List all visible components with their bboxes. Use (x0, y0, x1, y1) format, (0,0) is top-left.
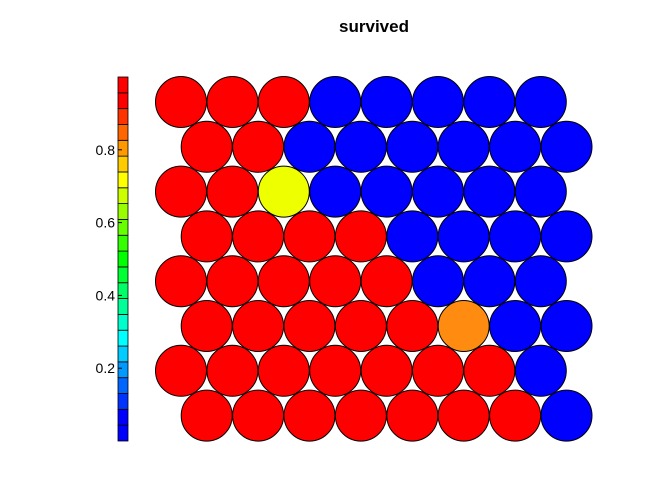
som-cell (514, 76, 567, 128)
colorbar-segment (117, 76, 129, 94)
colorbar-tick-label: 0.6 (96, 215, 116, 231)
som-cell (412, 255, 464, 308)
som-cell (437, 120, 490, 173)
som-cell (232, 389, 285, 442)
som-cell (360, 165, 413, 218)
som-cell (412, 344, 464, 397)
colorbar-segment (117, 313, 129, 331)
som-cell (463, 255, 516, 308)
som-cell (437, 300, 490, 352)
colorbar-segment (117, 329, 129, 347)
som-cell (180, 300, 233, 352)
colorbar (117, 76, 129, 442)
colorbar-ticks: 0.2 0.4 0.6 0.8 (96, 142, 122, 376)
som-cell (334, 210, 387, 263)
som-cell (360, 255, 413, 308)
som-cell (206, 165, 259, 218)
colorbar-segment (117, 203, 129, 220)
colorbar-segment (117, 361, 129, 379)
som-cell (155, 76, 207, 128)
som-cell (309, 76, 362, 128)
som-cell (514, 255, 567, 308)
som-cell (257, 255, 310, 308)
som-cell (386, 389, 439, 442)
colorbar-segment (117, 234, 129, 252)
colorbar-segment (117, 393, 129, 410)
som-cell (463, 165, 516, 218)
colorbar-segment (117, 171, 129, 189)
som-cell (283, 120, 336, 173)
som-cell (155, 165, 207, 218)
som-cell (206, 344, 259, 397)
som-cell (386, 300, 439, 352)
som-cell (540, 300, 593, 352)
colorbar-segment (117, 377, 129, 394)
som-cell (437, 210, 490, 263)
som-cell (283, 210, 336, 263)
som-cell (334, 120, 387, 173)
som-cell (334, 389, 387, 442)
colorbar-segment (117, 92, 129, 110)
som-cell (540, 210, 593, 263)
som-cell (309, 165, 362, 218)
som-cells (155, 76, 593, 442)
som-cell (489, 300, 542, 352)
som-cell (514, 165, 567, 218)
som-cell (334, 300, 387, 352)
colorbar-segment (117, 266, 129, 284)
colorbar-segment (117, 155, 129, 173)
som-cell (386, 120, 439, 173)
som-cell (412, 165, 464, 218)
chart-title: survived (339, 17, 409, 36)
colorbar-segment (117, 282, 129, 299)
som-cell (463, 76, 516, 128)
colorbar-segment (117, 124, 129, 141)
colorbar-segment (117, 408, 129, 426)
som-cell (514, 344, 567, 397)
colorbar-segment (117, 219, 129, 236)
som-cell (155, 344, 207, 397)
som-cell (412, 76, 464, 128)
som-cell (180, 389, 233, 442)
som-cell (360, 76, 413, 128)
som-cell (283, 389, 336, 442)
som-cell (206, 255, 259, 308)
som-cell (540, 389, 593, 442)
colorbar-segment (117, 250, 129, 268)
colorbar-tick-label: 0.8 (96, 142, 116, 158)
som-cell (360, 344, 413, 397)
som-cell (386, 210, 439, 263)
som-cell (257, 165, 310, 218)
colorbar-tick-label: 0.2 (96, 360, 116, 376)
colorbar-segment (117, 187, 129, 205)
som-cell (489, 120, 542, 173)
som-cell (232, 120, 285, 173)
som-cell (232, 300, 285, 352)
som-cell (540, 120, 593, 173)
som-cell (463, 344, 516, 397)
som-cell (232, 210, 285, 263)
som-cell (206, 76, 259, 128)
som-cell (283, 300, 336, 352)
colorbar-tick-label: 0.4 (96, 287, 116, 303)
som-cell (489, 210, 542, 263)
colorbar-segment (117, 298, 129, 315)
som-cell (180, 210, 233, 263)
som-cell (180, 120, 233, 173)
som-cell (309, 344, 362, 397)
som-cell (489, 389, 542, 442)
colorbar-segment (117, 139, 129, 157)
som-cell (437, 389, 490, 442)
colorbar-segment (117, 424, 129, 442)
som-cell (155, 255, 207, 308)
colorbar-segment (117, 345, 129, 363)
som-cell (257, 76, 310, 128)
colorbar-segment (117, 108, 129, 125)
som-cell (309, 255, 362, 308)
som-cell (257, 344, 310, 397)
